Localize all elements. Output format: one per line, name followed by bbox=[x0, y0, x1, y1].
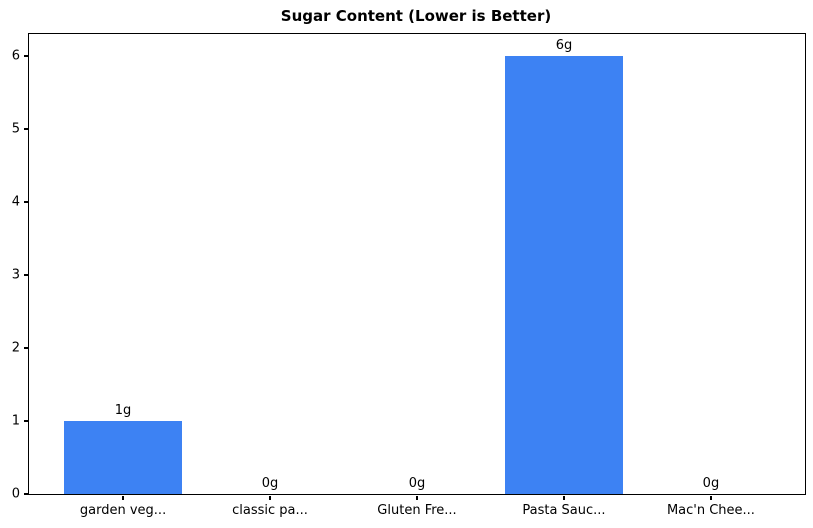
x-tick-label: Pasta Sauc... bbox=[522, 503, 606, 518]
x-tick-mark bbox=[269, 495, 271, 500]
x-tick-mark bbox=[563, 495, 565, 500]
y-tick-mark bbox=[23, 55, 28, 57]
x-tick-mark bbox=[122, 495, 124, 500]
y-tick-label: 4 bbox=[11, 194, 20, 210]
bar-value-label: 0g bbox=[408, 476, 426, 491]
bar bbox=[505, 55, 623, 494]
y-tick-mark bbox=[23, 420, 28, 422]
y-tick-mark bbox=[23, 128, 28, 130]
y-tick-mark bbox=[23, 201, 28, 203]
chart-title: Sugar Content (Lower is Better) bbox=[280, 7, 552, 25]
bar-value-label: 6g bbox=[555, 37, 573, 53]
x-tick-mark bbox=[710, 495, 712, 500]
y-tick-label: 2 bbox=[11, 340, 20, 356]
bar-value-label: 0g bbox=[702, 476, 720, 491]
y-tick-label: 1 bbox=[11, 413, 20, 429]
x-tick-label: Mac'n Chee... bbox=[666, 503, 755, 518]
y-tick-mark bbox=[23, 347, 28, 349]
x-tick-label: classic pa... bbox=[232, 503, 308, 518]
x-tick-mark bbox=[416, 495, 418, 500]
bar-value-label: 1g bbox=[114, 402, 132, 418]
bar-value-label: 0g bbox=[261, 476, 279, 491]
y-tick-mark bbox=[23, 493, 28, 495]
bar bbox=[64, 420, 182, 494]
x-tick-label: Gluten Fre... bbox=[377, 503, 457, 518]
y-tick-label: 3 bbox=[11, 267, 20, 283]
x-tick-label: garden veg... bbox=[79, 503, 167, 518]
y-tick-mark bbox=[23, 274, 28, 276]
y-tick-label: 5 bbox=[11, 121, 20, 137]
plot-area: 0 1 2 3 4 5 6 1g garden veg... 0g classic pa... 0g G… bbox=[12, 33, 806, 518]
y-tick-label: 6 bbox=[11, 48, 20, 64]
y-tick-label: 0 bbox=[11, 486, 20, 502]
